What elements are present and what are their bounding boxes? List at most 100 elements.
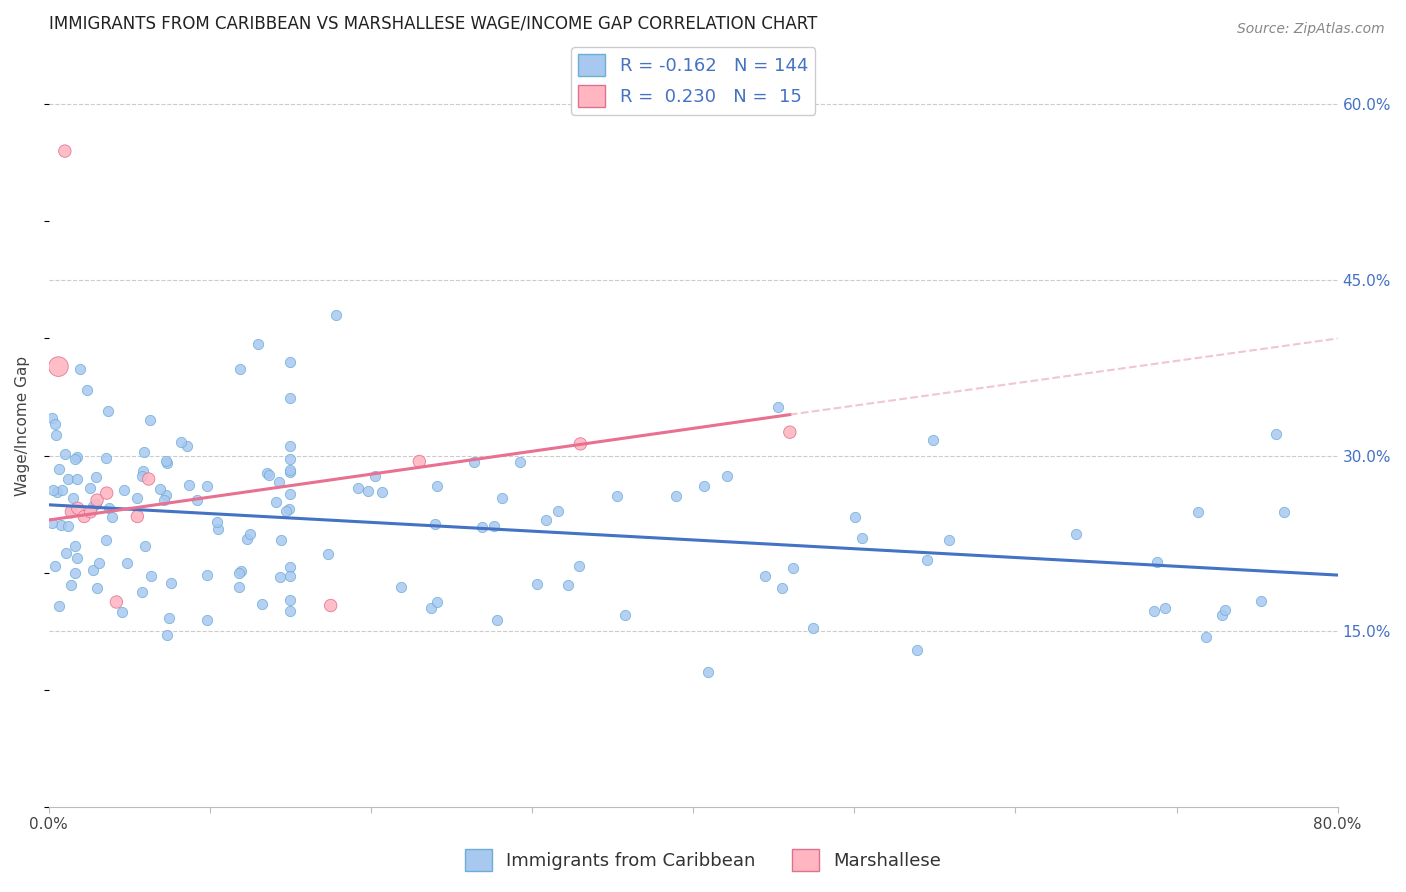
Point	[256, 467, 278, 481]
Point	[547, 504, 569, 518]
Point	[156, 456, 179, 470]
Point	[195, 613, 218, 627]
Point	[280, 559, 302, 574]
Point	[665, 490, 688, 504]
Point	[96, 486, 118, 500]
Point	[157, 611, 180, 625]
Point	[801, 622, 824, 636]
Point	[280, 604, 302, 618]
Point	[127, 509, 149, 524]
Point	[389, 580, 412, 594]
Point	[62, 491, 84, 505]
Point	[250, 597, 273, 611]
Point	[195, 479, 218, 493]
Point	[426, 595, 449, 609]
Point	[155, 488, 177, 502]
Point	[613, 607, 636, 622]
Point	[557, 577, 579, 591]
Point	[112, 483, 135, 497]
Point	[267, 475, 290, 490]
Point	[51, 483, 73, 497]
Point	[63, 452, 86, 467]
Point	[94, 450, 117, 465]
Point	[419, 601, 441, 615]
Point	[79, 482, 101, 496]
Point	[1272, 505, 1295, 519]
Point	[48, 359, 70, 374]
Point	[851, 531, 873, 545]
Point	[779, 425, 801, 440]
Point	[111, 605, 134, 619]
Point	[84, 470, 107, 484]
Point	[228, 566, 250, 580]
Point	[177, 478, 200, 492]
Point	[132, 464, 155, 478]
Point	[270, 533, 292, 548]
Point	[115, 556, 138, 570]
Point	[63, 566, 86, 581]
Point	[697, 665, 720, 680]
Point	[138, 472, 160, 486]
Point	[53, 447, 76, 461]
Point	[280, 439, 302, 453]
Point	[155, 454, 177, 468]
Point	[278, 502, 301, 516]
Point	[105, 595, 128, 609]
Point	[134, 539, 156, 553]
Point	[82, 499, 104, 513]
Point	[1211, 608, 1233, 623]
Point	[259, 468, 281, 483]
Point	[138, 413, 160, 427]
Point	[938, 533, 960, 548]
Point	[48, 599, 70, 614]
Point	[97, 404, 120, 418]
Point	[1187, 505, 1209, 519]
Text: IMMIGRANTS FROM CARIBBEAN VS MARSHALLESE WAGE/INCOME GAP CORRELATION CHART: IMMIGRANTS FROM CARIBBEAN VS MARSHALLESE…	[49, 15, 817, 33]
Point	[58, 519, 80, 533]
Point	[766, 401, 789, 415]
Point	[844, 509, 866, 524]
Point	[280, 463, 302, 477]
Point	[56, 472, 79, 486]
Point	[1213, 603, 1236, 617]
Point	[69, 361, 91, 376]
Point	[131, 469, 153, 483]
Point	[48, 461, 70, 475]
Point	[229, 564, 252, 578]
Point	[59, 578, 82, 592]
Point	[536, 513, 558, 527]
Point	[44, 417, 66, 432]
Point	[239, 526, 262, 541]
Point	[782, 560, 804, 574]
Point	[246, 336, 269, 351]
Point	[915, 553, 938, 567]
Point	[44, 558, 66, 573]
Point	[1265, 427, 1288, 442]
Point	[491, 491, 513, 506]
Point	[89, 557, 111, 571]
Point	[82, 563, 104, 577]
Point	[60, 505, 83, 519]
Point	[346, 481, 368, 495]
Point	[408, 454, 430, 468]
Point	[228, 580, 250, 594]
Point	[568, 558, 591, 573]
Point	[754, 569, 776, 583]
Point	[1195, 630, 1218, 644]
Point	[66, 472, 89, 486]
Point	[371, 485, 394, 500]
Point	[63, 539, 86, 553]
Point	[484, 518, 506, 533]
Point	[280, 392, 302, 406]
Point	[280, 487, 302, 501]
Point	[153, 492, 176, 507]
Point	[66, 450, 89, 465]
Point	[276, 503, 298, 517]
Point	[509, 455, 531, 469]
Point	[357, 484, 380, 499]
Point	[131, 585, 153, 599]
Point	[280, 593, 302, 607]
Point	[264, 495, 287, 509]
Point	[269, 570, 291, 584]
Point	[1064, 527, 1087, 541]
